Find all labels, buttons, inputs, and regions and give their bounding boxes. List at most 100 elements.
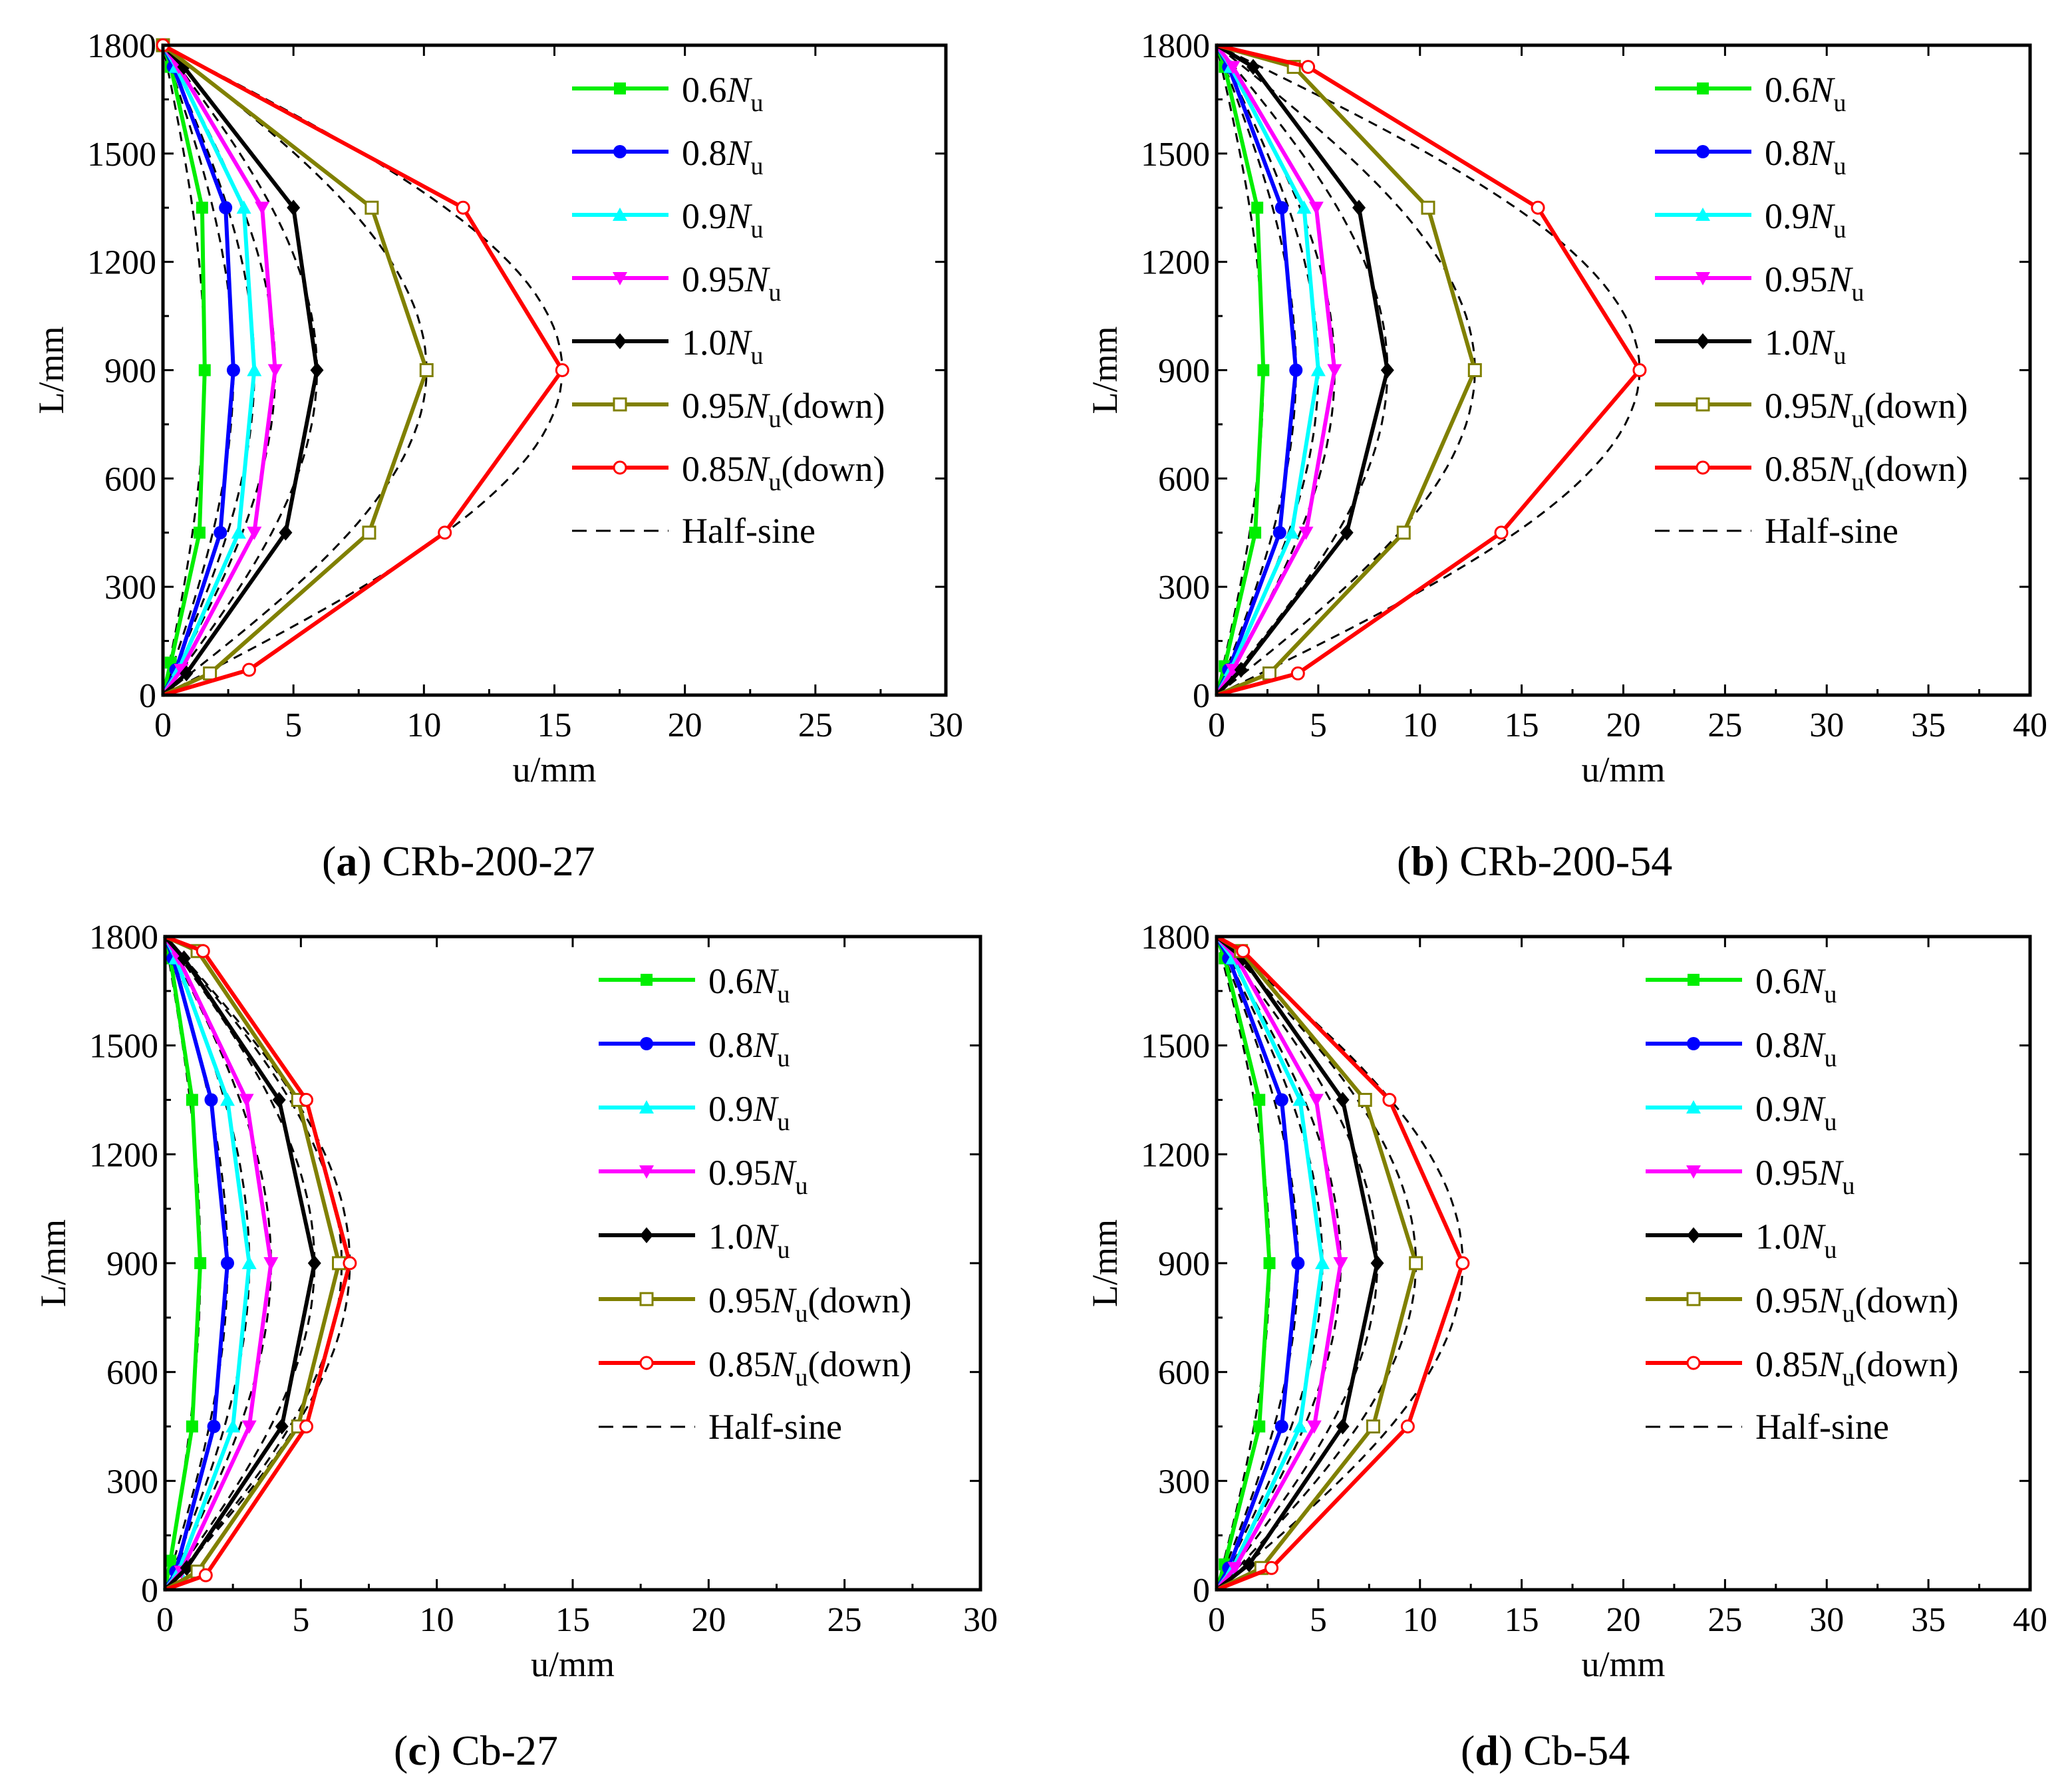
legend-symbol: N bbox=[771, 1280, 798, 1320]
legend-subscript: u bbox=[778, 1236, 790, 1264]
x-tick-label: 15 bbox=[555, 1601, 590, 1639]
data-point bbox=[1306, 1420, 1322, 1434]
legend-label: 0.9Nu bbox=[708, 1089, 790, 1136]
legend-marker bbox=[1696, 208, 1710, 221]
legend-marker bbox=[639, 1292, 654, 1306]
legend-marker bbox=[613, 397, 627, 412]
legend-marker bbox=[1686, 1356, 1701, 1370]
chart-a: 0 5 10 15 20 25 300300600900120015001800u/mmL/… bbox=[31, 27, 963, 790]
data-point bbox=[1340, 524, 1354, 541]
x-tick-label: 10 bbox=[1403, 706, 1437, 744]
half-sine-curve bbox=[162, 45, 235, 696]
y-tick-label: 900 bbox=[1158, 1245, 1210, 1283]
legend-coefficient: 0.95 bbox=[682, 259, 745, 299]
data-point bbox=[1366, 1419, 1380, 1433]
legend-symbol: N bbox=[1800, 961, 1827, 1001]
legend-symbol: N bbox=[1800, 1089, 1827, 1129]
data-point bbox=[204, 1093, 218, 1107]
data-point bbox=[225, 1419, 241, 1433]
legend-symbol: N bbox=[744, 386, 771, 426]
data-point bbox=[1253, 1420, 1266, 1433]
legend-subscript: u bbox=[1852, 468, 1864, 496]
legend-symbol: N bbox=[753, 1217, 780, 1257]
x-tick-label: 10 bbox=[1403, 1601, 1437, 1639]
data-point bbox=[1358, 1093, 1372, 1107]
legend-symbol: N bbox=[753, 961, 780, 1001]
x-tick-label: 30 bbox=[1809, 706, 1844, 744]
data-point bbox=[1274, 1093, 1288, 1107]
y-tick-label: 1800 bbox=[1141, 27, 1210, 65]
legend-label-half-sine: Half-sine bbox=[708, 1407, 842, 1447]
data-point bbox=[1290, 666, 1305, 680]
legend-coefficient: 0.8 bbox=[682, 133, 727, 173]
data-point bbox=[239, 1094, 254, 1108]
legend-subscript: u bbox=[769, 279, 782, 307]
x-tick-label: 25 bbox=[1707, 1601, 1742, 1639]
y-axis-label: L/mm bbox=[31, 327, 71, 414]
legend-subscript: u bbox=[1843, 1172, 1855, 1200]
x-tick-label: 35 bbox=[1911, 706, 1946, 744]
legend-coefficient: 0.9 bbox=[708, 1089, 754, 1129]
legend-coefficient: 0.95 bbox=[1755, 1153, 1819, 1193]
data-point bbox=[1274, 1419, 1288, 1433]
y-tick-label: 1800 bbox=[1141, 919, 1210, 957]
legend-coefficient: 0.85 bbox=[682, 449, 745, 489]
legend-suffix: (down) bbox=[1855, 1344, 1959, 1384]
data-point bbox=[438, 525, 452, 540]
series-line bbox=[162, 43, 565, 697]
legend-marker bbox=[1687, 1037, 1700, 1050]
y-tick-label: 0 bbox=[1193, 1572, 1210, 1610]
data-point bbox=[194, 1257, 207, 1269]
data-point bbox=[236, 200, 251, 214]
data-point bbox=[1310, 363, 1326, 376]
legend-symbol: N bbox=[1800, 1217, 1827, 1257]
legend-coefficient: 0.6 bbox=[682, 70, 727, 110]
legend-suffix: (down) bbox=[808, 1344, 912, 1384]
legend-subscript: u bbox=[769, 405, 782, 433]
x-tick-label: 30 bbox=[963, 1601, 998, 1639]
caption-c: (c) Cb-27 bbox=[394, 1727, 559, 1774]
data-point bbox=[307, 1255, 321, 1271]
legend-coefficient: 1.0 bbox=[1765, 323, 1810, 363]
data-point bbox=[1494, 525, 1509, 540]
legend-marker bbox=[640, 1227, 653, 1243]
y-tick-label: 0 bbox=[139, 677, 156, 715]
data-point bbox=[299, 1093, 314, 1107]
legend-symbol: N bbox=[1827, 386, 1854, 426]
data-point bbox=[1336, 1092, 1350, 1108]
data-point bbox=[310, 362, 324, 378]
x-tick-label: 25 bbox=[798, 706, 833, 744]
legend-label: 0.6Nu bbox=[1765, 70, 1847, 117]
legend-suffix: (down) bbox=[808, 1280, 912, 1320]
data-point bbox=[207, 1419, 221, 1433]
y-axis-label: L/mm bbox=[33, 1219, 73, 1307]
legend-label: 1.0Nu bbox=[682, 323, 764, 370]
data-point bbox=[203, 666, 218, 680]
legend-label: 0.6Nu bbox=[1755, 961, 1837, 1008]
legend-subscript: u bbox=[796, 1172, 808, 1200]
legend-label: 0.9Nu bbox=[1755, 1089, 1837, 1136]
legend-marker bbox=[1696, 272, 1710, 285]
data-point bbox=[1421, 200, 1435, 215]
y-tick-label: 600 bbox=[1158, 1354, 1210, 1392]
y-tick-label: 900 bbox=[106, 1245, 158, 1283]
legend-coefficient: 0.85 bbox=[1755, 1344, 1819, 1384]
data-point bbox=[272, 1092, 286, 1108]
data-point bbox=[1336, 1418, 1350, 1435]
legend-symbol: N bbox=[771, 1344, 798, 1384]
data-point bbox=[180, 665, 194, 682]
chart-d: 0 5 10 15 20 25 30 35 40 0 300 600 900 1200 1500 1800 u/… bbox=[1085, 919, 2047, 1684]
legend-symbol: N bbox=[1809, 133, 1836, 173]
x-axis-label: u/mm bbox=[512, 750, 596, 790]
data-point bbox=[299, 1419, 314, 1433]
legend-subscript: u bbox=[1852, 405, 1864, 433]
legend-marker bbox=[613, 208, 627, 221]
legend-marker bbox=[641, 974, 653, 986]
data-point bbox=[365, 200, 379, 215]
y-tick-label: 300 bbox=[1158, 569, 1210, 607]
chart-c: 0 5 10 15 20 25 300300600900120015001800u/mmL/… bbox=[33, 919, 998, 1684]
data-point bbox=[287, 200, 301, 216]
legend-label: 0.95Nu bbox=[1765, 259, 1864, 307]
series-6 bbox=[1216, 43, 1647, 697]
y-tick-label: 600 bbox=[106, 1354, 158, 1392]
